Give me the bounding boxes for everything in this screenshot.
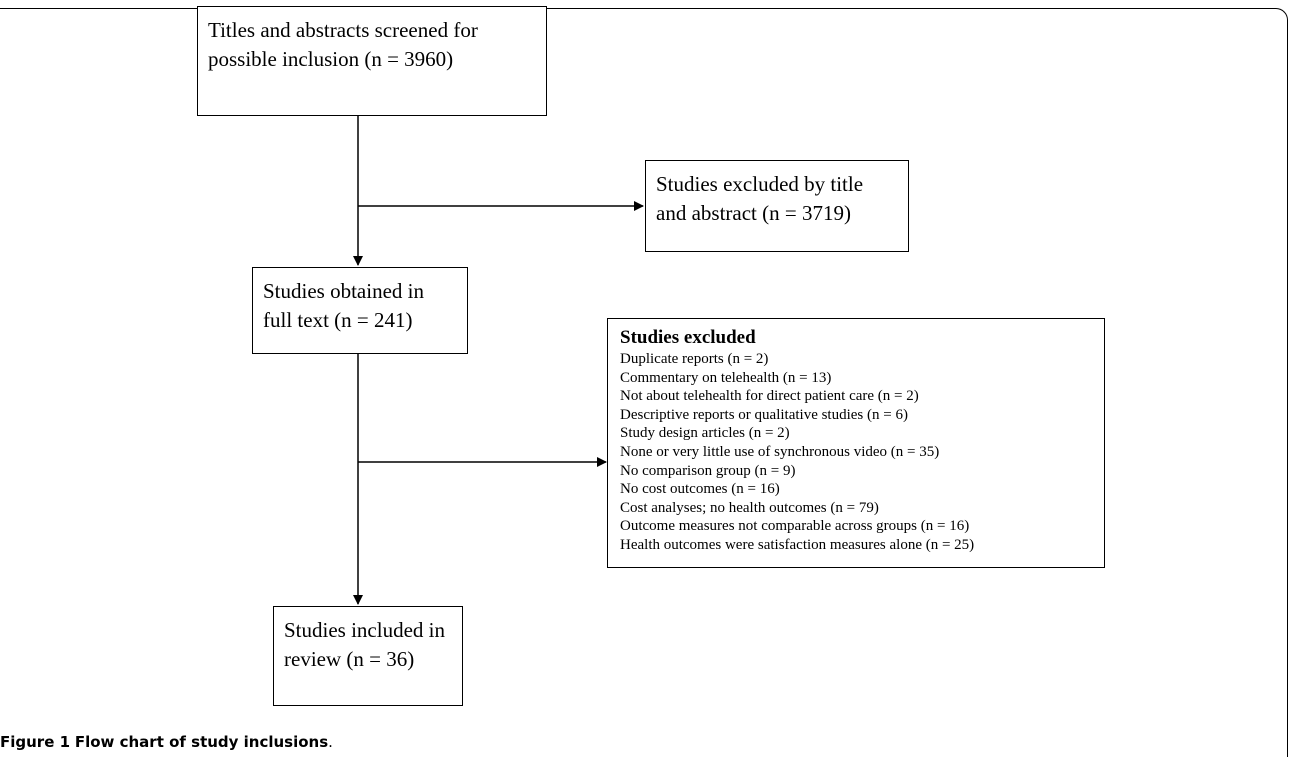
excluded-reason: None or very little use of synchronous v… <box>620 443 940 460</box>
excluded-reason: Health outcomes were satisfaction measur… <box>620 536 975 553</box>
excluded-reason: Descriptive reports or qualitative studi… <box>620 406 908 423</box>
excluded-reason: No comparison group (n = 9) <box>620 462 796 479</box>
figure-caption-text: Flow chart of study inclusions <box>74 733 329 751</box>
excluded-reason: Cost analyses; no health outcomes (n = 7… <box>620 499 879 516</box>
excluded-detail-title: Studies excluded <box>620 327 756 348</box>
figure-caption-label: Figure 1 <box>0 733 71 751</box>
box-excluded-title-text: Studies excluded by title and abstract (… <box>656 172 864 225</box>
box-included: Studies included in review (n = 36) <box>273 606 463 706</box>
figure-frame <box>0 8 1288 757</box>
excluded-reason: Commentary on telehealth (n = 13) <box>620 369 832 386</box>
figure-caption: Figure 1 Flow chart of study inclusions. <box>0 733 333 751</box>
box-included-text: Studies included in review (n = 36) <box>284 618 445 671</box>
excluded-reason: No cost outcomes (n = 16) <box>620 481 780 498</box>
box-full-text-text: Studies obtained in full text (n = 241) <box>263 279 424 332</box>
excluded-reasons-list: Duplicate reports (n = 2) Commentary on … <box>620 350 1092 555</box>
excluded-reason: Duplicate reports (n = 2) <box>620 351 769 367</box>
box-excluded-title: Studies excluded by title and abstract (… <box>645 160 909 252</box>
box-screened: Titles and abstracts screened for possib… <box>197 6 547 116</box>
excluded-reason: Study design articles (n = 2) <box>620 425 790 442</box>
box-excluded-detail: Studies excluded Duplicate reports (n = … <box>607 318 1105 568</box>
box-screened-text: Titles and abstracts screened for possib… <box>208 18 478 71</box>
excluded-reason: Not about telehealth for direct patient … <box>620 388 919 405</box>
excluded-reason: Outcome measures not comparable across g… <box>620 518 970 535</box>
box-full-text: Studies obtained in full text (n = 241) <box>252 267 468 354</box>
figure-caption-period: . <box>328 733 333 751</box>
